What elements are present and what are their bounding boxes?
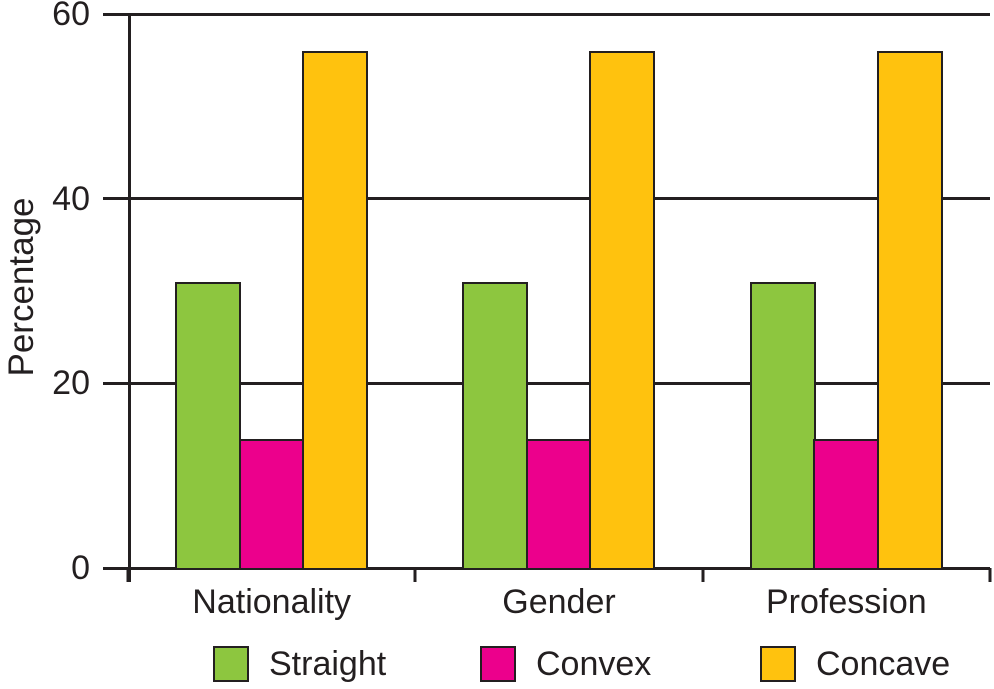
legend-item-straight: Straight — [213, 640, 386, 688]
x-axis-labels: Nationality Gender Profession — [128, 580, 990, 624]
legend-swatch-straight — [213, 646, 249, 682]
x-axis-tick-0 — [126, 568, 130, 582]
bar-concave-profession — [876, 50, 943, 568]
bar-convex-nationality — [238, 438, 305, 568]
legend-label-straight: Straight — [269, 645, 387, 683]
legend-item-convex: Convex — [480, 640, 651, 688]
y-axis-line — [128, 14, 131, 582]
bar-group-profession — [703, 14, 990, 568]
bar-group-gender — [415, 14, 702, 568]
x-axis-tick-2 — [701, 568, 705, 582]
bar-convex-gender — [525, 438, 592, 568]
y-tick-label-0: 0 — [71, 549, 90, 587]
legend-swatch-concave — [760, 646, 796, 682]
legend: Straight Convex Concave — [0, 640, 994, 688]
gridline-20 — [103, 381, 990, 385]
y-tick-label-60: 60 — [52, 0, 90, 33]
bar-convex-profession — [813, 438, 880, 568]
gridline-60 — [103, 12, 990, 16]
bar-group-nationality — [128, 14, 415, 568]
x-axis-tick-3 — [988, 568, 992, 582]
bar-straight-nationality — [175, 281, 242, 568]
bar-concave-nationality — [302, 50, 369, 568]
x-axis-tick-1 — [413, 568, 417, 582]
legend-label-convex: Convex — [536, 645, 652, 683]
bar-straight-gender — [462, 281, 529, 568]
x-axis-label-profession: Profession — [766, 583, 927, 621]
legend-item-concave: Concave — [760, 640, 950, 688]
y-tick-label-20: 20 — [52, 364, 90, 403]
gridline-0 — [103, 566, 990, 570]
x-axis-label-nationality: Nationality — [192, 583, 352, 621]
gridline-40 — [103, 197, 990, 201]
legend-label-concave: Concave — [816, 645, 951, 683]
x-axis-label-gender: Gender — [502, 583, 616, 621]
y-axis-tick-labels: 0 20 40 60 — [0, 0, 90, 585]
plot-area — [103, 12, 992, 582]
bar-concave-gender — [589, 50, 656, 568]
bar-straight-profession — [749, 281, 816, 568]
legend-swatch-convex — [480, 646, 516, 682]
y-tick-label-40: 40 — [52, 179, 90, 218]
